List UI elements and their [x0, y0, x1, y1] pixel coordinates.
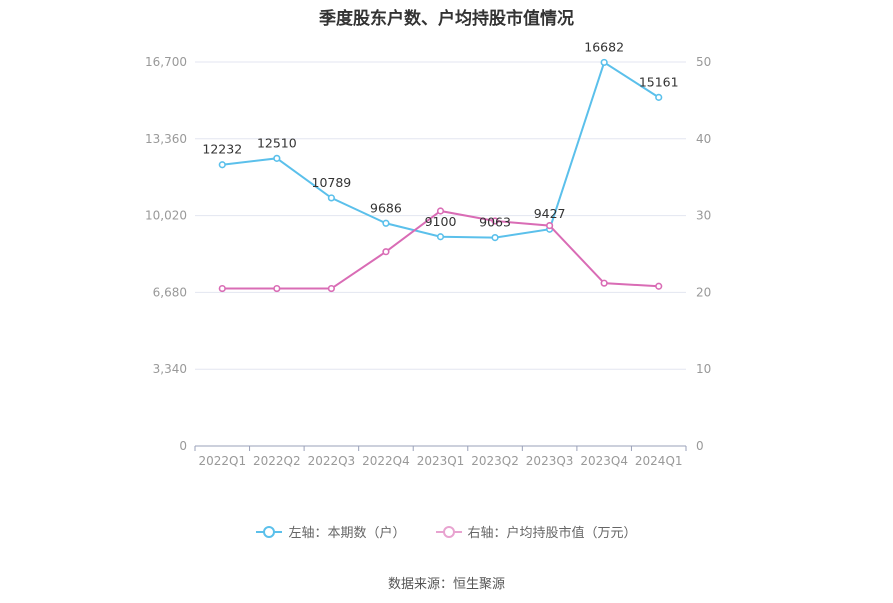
legend-swatch-right — [435, 525, 462, 539]
x-tick-label: 2022Q1 — [198, 454, 246, 468]
data-labels: 12232 12510 10789 9686 9100 9063 9427 16682 1516… — [202, 39, 678, 229]
data-point-right — [327, 284, 335, 293]
data-label: 9063 — [479, 215, 511, 230]
y-right-tick-label: 0 — [696, 439, 704, 453]
data-point-left — [655, 93, 663, 101]
x-tick-label: 2022Q3 — [308, 454, 356, 468]
y-left-tick-label: 6,680 — [153, 285, 187, 299]
data-point-left — [327, 194, 335, 202]
legend-label-right: 右轴：户均持股市值（万元） — [467, 526, 637, 541]
y-left-tick-label: 16,700 — [145, 55, 187, 69]
legend-label-left: 左轴：本期数（户） — [288, 526, 406, 541]
legend-item-right-series[interactable]: 右轴：户均持股市值（万元） — [435, 522, 637, 541]
data-point-left — [273, 154, 281, 162]
data-label: 9100 — [425, 214, 457, 229]
data-point-left — [218, 161, 226, 169]
y-left-tick-label: 3,340 — [153, 362, 187, 376]
y-right-tick-label: 10 — [696, 362, 711, 376]
y-left-tick-label: 0 — [179, 439, 187, 453]
legend-item-left-series[interactable]: 左轴：本期数（户） — [256, 522, 406, 541]
legend-swatch-left — [256, 525, 283, 539]
data-point-right — [600, 279, 608, 287]
data-label: 16682 — [584, 39, 624, 54]
y-left-tick-label: 10,020 — [145, 209, 187, 223]
chart-title: 季度股东户数、户均持股市值情况 — [319, 9, 574, 29]
data-point-right — [491, 217, 499, 225]
data-label: 9686 — [370, 200, 402, 215]
y-right-tick-label: 50 — [696, 55, 711, 69]
data-point-left — [600, 58, 608, 67]
data-point-right — [655, 282, 663, 290]
x-tick-label: 2024Q1 — [635, 454, 683, 468]
x-tick-label: 2023Q2 — [471, 454, 519, 468]
data-label: 10789 — [312, 175, 352, 190]
y-left-tick-label: 13,360 — [145, 132, 187, 146]
x-tick-label: 2023Q1 — [417, 454, 465, 468]
data-point-right — [382, 248, 390, 256]
data-point-right — [546, 221, 554, 230]
data-label: 9427 — [534, 206, 566, 221]
data-label: 12232 — [202, 142, 242, 157]
legend: 左轴：本期数（户） 右轴：户均持股市值（万元） — [0, 522, 893, 541]
data-point-left — [382, 219, 390, 227]
x-tick-label: 2023Q3 — [526, 454, 574, 468]
source-note: 数据来源：恒生聚源 — [387, 577, 505, 592]
x-tick-label: 2023Q4 — [580, 454, 628, 468]
y-right-tick-label: 30 — [696, 209, 711, 223]
y-right-tick-label: 20 — [696, 285, 711, 299]
data-label: 12510 — [257, 135, 297, 150]
x-tick-label: 2022Q2 — [253, 454, 301, 468]
x-tick-label: 2022Q4 — [362, 454, 410, 468]
y-right-tick-label: 40 — [696, 132, 711, 146]
data-label: 15161 — [639, 74, 679, 89]
data-point-right — [273, 284, 281, 293]
series — [218, 58, 663, 293]
data-point-right — [218, 284, 226, 293]
data-point-left — [491, 234, 499, 242]
data-point-left — [436, 233, 445, 241]
data-point-right — [436, 207, 445, 215]
axes: 0 0 3,340 10 6,680 20 10,020 30 13,360 40 16,700 50… — [145, 55, 711, 468]
